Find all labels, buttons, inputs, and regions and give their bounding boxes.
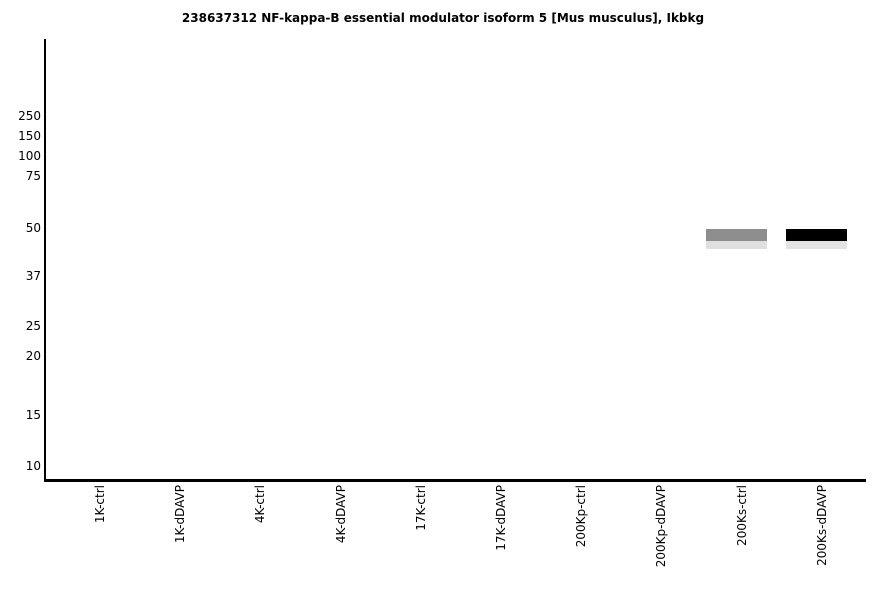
band-trail	[706, 241, 768, 249]
plot-area	[46, 39, 866, 479]
x-tick-label-200Ks-ctrl: 200Ks-ctrl	[734, 485, 749, 546]
blot-band-200Ks-dDAVP	[786, 229, 848, 249]
y-tick-label-150: 150	[18, 129, 41, 143]
band-core	[786, 229, 848, 241]
y-tick-label-100: 100	[18, 149, 41, 163]
y-tick-label-20: 20	[25, 349, 41, 363]
x-tick-label-1K-ctrl: 1K-ctrl	[93, 485, 107, 524]
x-tick-label-17K-dDAVP: 17K-dDAVP	[494, 485, 508, 551]
y-tick-label-250: 250	[18, 109, 41, 123]
chart-title: 238637312 NF-kappa-B essential modulator…	[181, 11, 705, 25]
x-tick-label-1K-dDAVP: 1K-dDAVP	[173, 485, 188, 544]
x-tick-label-4K-ctrl: 4K-ctrl	[253, 485, 268, 524]
x-tick-label-17K-ctrl: 17K-ctrl	[413, 485, 428, 531]
band-trail	[786, 241, 848, 249]
x-tick-label-200Ks-dDAVP: 200Ks-dDAVP	[814, 485, 829, 566]
y-axis-line	[44, 39, 46, 482]
y-tick-label-25: 25	[25, 319, 41, 333]
x-tick-label-200Kp-dDAVP: 200Kp-dDAVP	[654, 485, 669, 568]
blot-band-200Ks-ctrl	[706, 229, 768, 249]
x-tick-label-4K-dDAVP: 4K-dDAVP	[333, 485, 348, 544]
x-axis-line	[44, 479, 866, 482]
y-tick-label-50: 50	[25, 221, 41, 235]
y-tick-label-37: 37	[25, 269, 41, 283]
band-core	[706, 229, 768, 241]
y-tick-label-15: 15	[25, 408, 41, 422]
y-tick-label-10: 10	[25, 459, 41, 473]
y-tick-label-75: 75	[25, 169, 41, 183]
x-tick-label-200Kp-ctrl: 200Kp-ctrl	[574, 485, 589, 548]
